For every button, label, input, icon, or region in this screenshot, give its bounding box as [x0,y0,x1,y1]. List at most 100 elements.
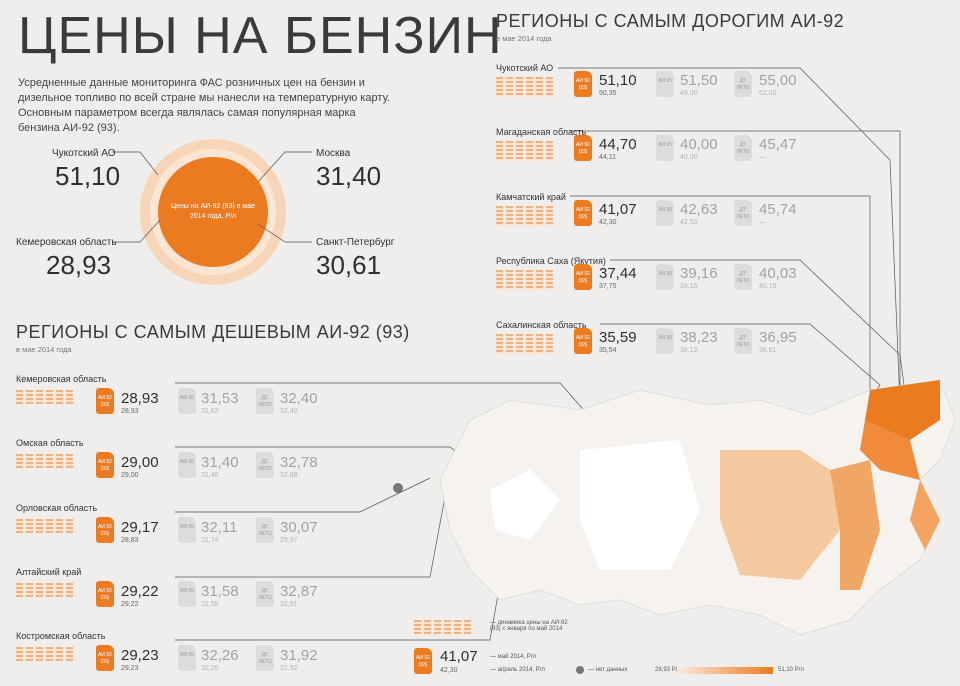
ai92-can-icon: АИ 92 (93) [96,517,114,543]
legend-dynamics-bars [414,620,471,634]
ai92-can-icon: АИ 92 (93) [96,645,114,671]
dt-price: 40,03 [759,265,797,282]
expensive-row: Магаданская область АИ 92 (93) 44,70 44,… [496,127,826,167]
legend-no-data: — нет данных [588,667,628,673]
dynamics-bars [16,519,73,533]
legend-color-scale [678,667,773,674]
ai95-can-icon: АИ 95 [656,264,674,290]
dt-price: 36,95 [759,329,797,346]
ai92-can-icon: АИ 92 (93) [574,200,592,226]
ai95-price: 32,11 [201,519,238,536]
ai95-prev: 31,58 [201,601,219,608]
cheap-title: РЕГИОНЫ С САМЫМ ДЕШЕВЫМ АИ-92 (93) [16,322,410,342]
circle-label-chukotka: Чукотский АО [52,148,116,159]
region-name: Магаданская область [496,127,587,137]
dt-can-icon: ДТ ЛЕТО [734,328,752,354]
cheap-row: Алтайский край АИ 92 (93) 29,22 29,22 АИ… [16,567,326,608]
dt-prev: 36,61 [759,347,777,354]
dt-can-icon: ДТ ЛЕТО [734,200,752,226]
dynamics-bars [16,390,73,404]
region-name: Омская область [16,438,84,448]
ai95-prev: 31,74 [201,537,219,544]
ai92-prev: 50,35 [599,90,617,97]
ai92-can-icon: АИ 92 (93) [96,452,114,478]
ai95-price: 32,26 [201,647,239,664]
ai95-can-icon: АИ 95 [656,135,674,161]
legend-can-icon: АИ 92 (93) [414,648,432,674]
dynamics-bars [496,334,553,354]
dt-can-icon: ДТ ЛЕТО [256,452,274,478]
dynamics-bars [496,77,553,97]
ai95-can-icon: АИ 95 [656,328,674,354]
ai92-can-icon: АИ 92 (93) [574,135,592,161]
ai92-price: 37,44 [599,265,637,282]
circle-label-moscow: Москва [316,148,351,159]
legend-april: — апрель 2014, Р/л [490,667,545,673]
dt-price: 45,74 [759,201,797,218]
ai95-prev: 32,26 [201,665,219,672]
dt-can-icon: ДТ ЛЕТО [256,388,274,414]
ai92-price: 41,07 [599,201,637,218]
dt-can-icon: ДТ ЛЕТО [256,517,274,543]
ai92-prev: 35,54 [599,347,617,354]
dt-price: 32,40 [280,390,318,407]
circle-value-kemerovo: 28,93 [46,250,112,280]
dynamics-bars [496,141,553,161]
price-circle-center: Цены на АИ-92 (93) в мае 2014 года, Р/л [158,157,268,267]
russia-map [393,379,956,636]
ai92-price: 29,00 [121,454,159,471]
cheap-subtitle: в мае 2014 года [16,345,72,354]
ai92-price: 29,22 [121,583,159,600]
ai95-prev: 49,00 [680,90,698,97]
ai92-prev: 28,83 [121,537,139,544]
region-name: Алтайский край [16,567,82,577]
dt-prev: 31,92 [280,665,298,672]
legend-scale-min: 28,93 Р/л [655,667,681,673]
ai92-can-icon: АИ 92 (93) [574,328,592,354]
dt-prev: — [759,154,766,161]
ai92-price: 44,70 [599,136,637,153]
ai95-price: 38,23 [680,329,718,346]
dynamics-bars [16,583,73,597]
ai95-prev: 31,62 [201,408,219,415]
dt-can-icon: ДТ ЛЕТО [734,71,752,97]
expensive-row: Чукотский АО АИ 92 (93) 51,10 50,35 АИ 9… [496,63,826,103]
expensive-row: Сахалинская область АИ 92 (93) 35,59 35,… [496,320,826,360]
ai95-price: 42,63 [680,201,718,218]
region-name: Орловская область [16,503,98,513]
ai92-price: 35,59 [599,329,637,346]
page-title: ЦЕНЫ НА БЕНЗИН [18,7,503,65]
region-name: Камчатский край [496,192,566,202]
ai95-can-icon: АИ 95 [656,71,674,97]
dt-price: 55,00 [759,72,797,89]
dt-price: 31,92 [280,647,318,664]
ai95-price: 31,58 [201,583,239,600]
dt-prev: 52,00 [759,90,777,97]
ai95-price: 31,40 [201,454,239,471]
ai95-can-icon: АИ 95 [178,645,196,671]
circle-label-spb: Санкт-Петербург [316,237,395,248]
ai92-can-icon: АИ 92 (93) [96,581,114,607]
ai95-prev: 31,40 [201,472,219,479]
ai92-price: 29,23 [121,647,159,664]
ai95-price: 39,16 [680,265,718,282]
dynamics-bars [496,206,553,226]
circle-value-spb: 30,61 [316,250,382,280]
region-name: Костромская область [16,631,106,641]
ai92-can-icon: АИ 92 (93) [96,388,114,414]
region-name: Чукотский АО [496,63,554,73]
ai92-prev: 42,30 [599,219,617,226]
cheap-row: Орловская область АИ 92 (93) 29,17 28,83… [16,503,326,544]
ai92-price: 51,10 [599,72,637,89]
circle-value-chukotka: 51,10 [55,161,121,191]
expensive-subtitle: в мае 2014 года [496,34,552,43]
legend-example-value: 41,07 [440,648,478,665]
dt-prev: 32,91 [280,601,298,608]
ai92-prev: 29,23 [121,665,139,672]
dt-prev: 32,88 [280,472,298,479]
ai92-prev: 28,93 [121,408,139,415]
ai92-prev: 44,11 [599,154,616,161]
legend-scale-max: 51,10 Р/л [778,667,804,673]
expensive-row: Республика Саха (Якутия) АИ 92 (93) 37,4… [496,256,826,296]
dynamics-bars [16,454,73,468]
